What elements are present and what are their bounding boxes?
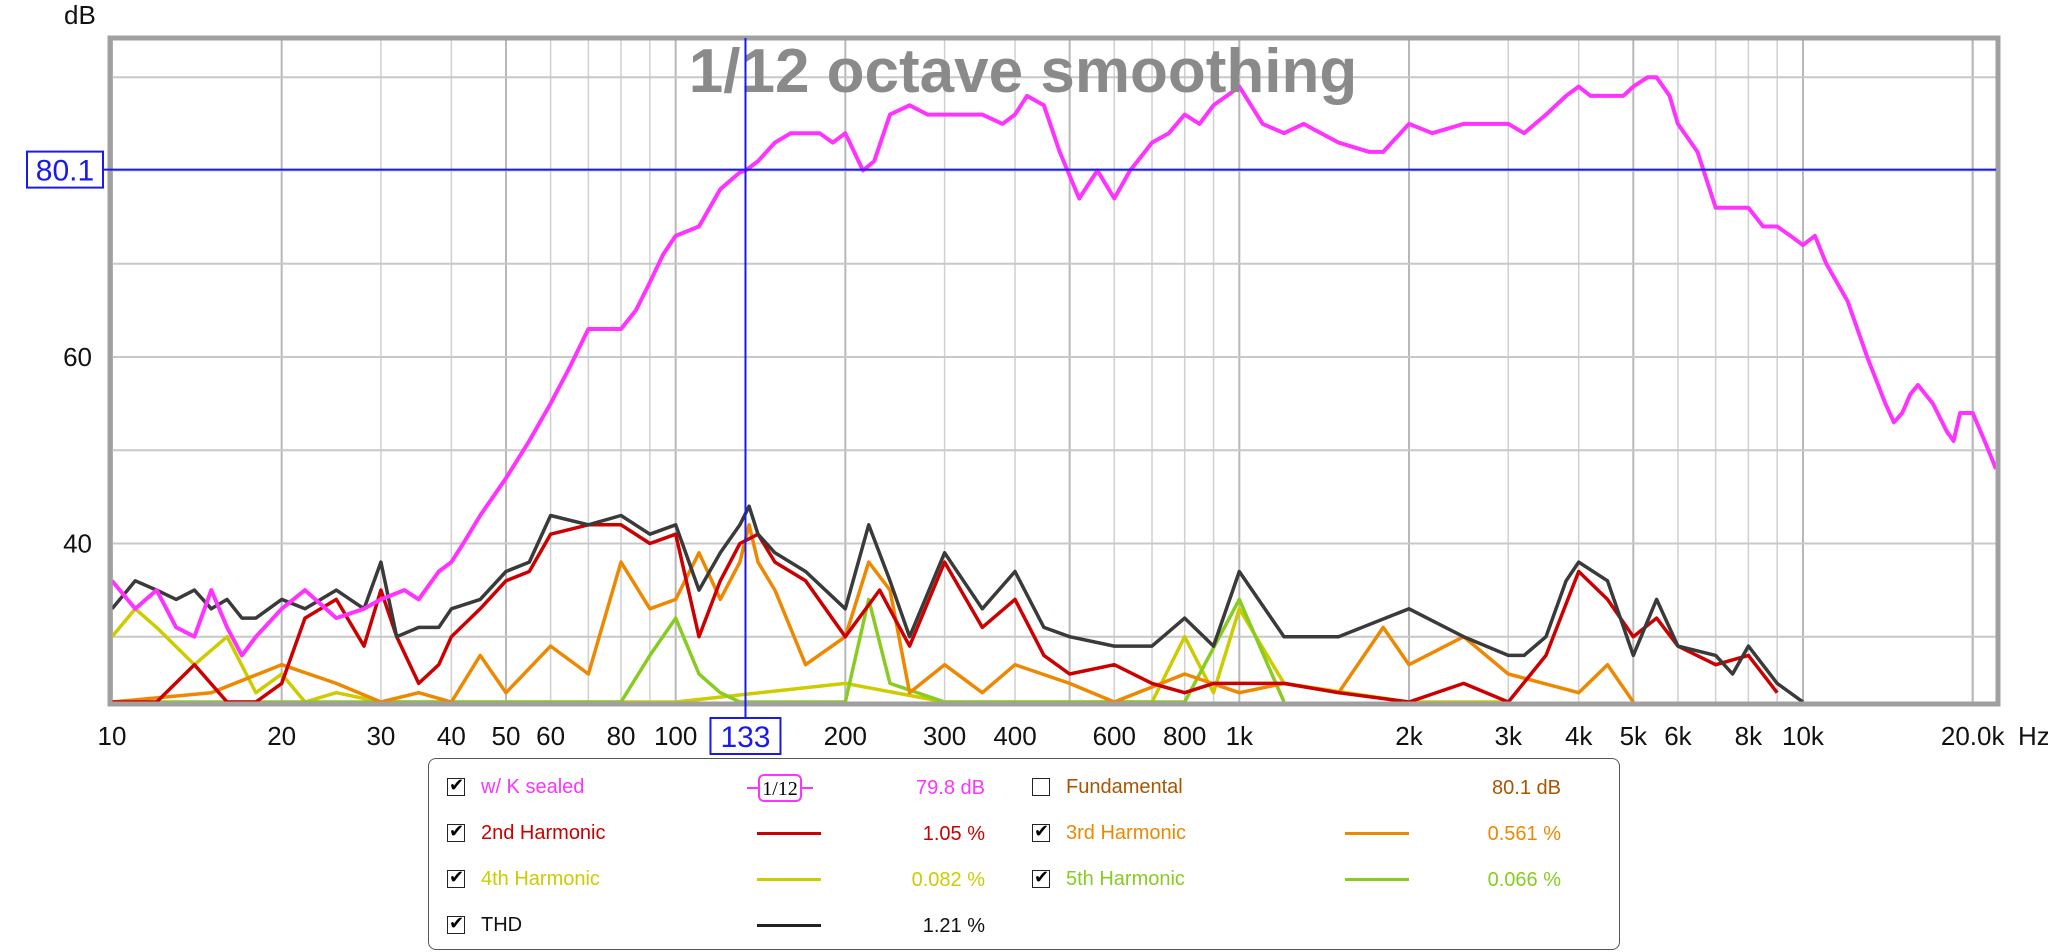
x-tick-label: 10k [1782, 721, 1825, 751]
cursor[interactable]: 80.1 133 [26, 38, 1996, 755]
legend-item-4th-harmonic[interactable]: 4th Harmonic [447, 864, 741, 894]
legend-item-fundamental[interactable]: Fundamental [1032, 772, 1326, 802]
legend-swatch [1345, 832, 1409, 835]
x-tick-label: 30 [366, 721, 395, 751]
checkbox-w-k-sealed[interactable] [447, 775, 465, 796]
legend-swatch [757, 924, 821, 927]
x-tick-label: 300 [923, 721, 966, 751]
plot-frame [107, 35, 2001, 707]
legend-value: 1.21 % [922, 915, 985, 937]
legend-value: 0.082 % [911, 869, 985, 891]
x-tick-label: 600 [1093, 721, 1136, 751]
x-tick-label: 40 [437, 721, 466, 751]
checkbox-5th-harmonic[interactable] [1032, 867, 1050, 888]
legend-item-2nd-harmonic[interactable]: 2nd Harmonic [447, 818, 741, 848]
legend-label: 2nd Harmonic [481, 821, 606, 844]
plot-border [107, 35, 2001, 707]
x-tick-label: 20 [267, 721, 296, 751]
series-thd [112, 504, 1805, 702]
x-tick-label: 3k [1495, 721, 1523, 751]
y-tick-label: 40 [63, 528, 92, 558]
x-tick-label: 800 [1163, 721, 1206, 751]
chart-title: 1/12 octave smoothing [689, 37, 1357, 106]
legend-item-5th-harmonic[interactable]: 5th Harmonic [1032, 864, 1326, 894]
legend-value: 1.05 % [922, 823, 985, 845]
series-w-k-sealed [112, 75, 1996, 658]
x-tick-label: 5k [1620, 721, 1648, 751]
legend-value: 0.561 % [1487, 823, 1561, 845]
x-tick-label: 8k [1735, 721, 1763, 751]
series-4th-harmonic [112, 607, 1509, 702]
checkbox-3rd-harmonic[interactable] [1032, 821, 1050, 842]
checkbox-4th-harmonic[interactable] [447, 867, 465, 888]
x-axis-unit: Hz [2018, 721, 2048, 751]
series-5th-harmonic [112, 597, 1286, 702]
legend-label: 5th Harmonic [1066, 867, 1185, 890]
plot-grid: 10 20 30 40 50 60 80 100 200 300 400 600 800 1k 2k 3k 4k… [63, 40, 2005, 751]
legend-item-thd[interactable]: THD [447, 910, 741, 940]
legend-panel: w/ K sealed 1/12 79.8 dB Fundamental 80.… [428, 758, 1620, 950]
x-tick-label: 1k [1226, 721, 1254, 751]
x-tick-label: 50 [492, 721, 521, 751]
legend-value: 80.1 dB [1492, 777, 1561, 799]
cursor-x-value: 133 [720, 721, 770, 754]
x-tick-label: 100 [654, 721, 697, 751]
legend-label: THD [481, 913, 523, 936]
x-tick-label: 2k [1395, 721, 1423, 751]
cursor-y-value: 80.1 [36, 155, 94, 188]
y-tick-label: 60 [63, 342, 92, 372]
legend-item-w-k-sealed[interactable]: w/ K sealed [447, 772, 741, 802]
x-tick-label: 6k [1664, 721, 1692, 751]
legend-value: 0.066 % [1487, 869, 1561, 891]
legend-swatch [757, 878, 821, 881]
legend-value: 79.8 dB [916, 777, 985, 799]
series-3rd-harmonic [112, 523, 1635, 702]
legend-label: w/ K sealed [481, 775, 585, 798]
x-tick-label: 200 [824, 721, 867, 751]
x-tick-label: 4k [1565, 721, 1593, 751]
x-tick-label: 20.0k [1941, 721, 2006, 751]
x-tick-label: 400 [993, 721, 1036, 751]
cursor-y-box [26, 150, 104, 189]
legend-swatch [1345, 878, 1409, 881]
legend-swatch [757, 832, 821, 835]
legend-item-3rd-harmonic[interactable]: 3rd Harmonic [1032, 818, 1326, 848]
smoothing-badge[interactable]: 1/12 [747, 773, 813, 802]
legend-label: 4th Harmonic [481, 867, 600, 890]
checkbox-thd[interactable] [447, 913, 465, 934]
y-axis-label: dB [64, 0, 96, 30]
legend-label: 3rd Harmonic [1066, 821, 1187, 844]
checkbox-fundamental[interactable] [1032, 778, 1050, 796]
x-tick-label: 10 [98, 721, 127, 751]
x-tick-label: 80 [607, 721, 636, 751]
series-2nd-harmonic [112, 523, 1779, 702]
cursor-x-box [709, 717, 782, 755]
smoothing-label: 1/12 [762, 778, 798, 800]
checkbox-2nd-harmonic[interactable] [447, 821, 465, 842]
legend-label: Fundamental [1066, 775, 1183, 798]
x-tick-label: 60 [536, 721, 565, 751]
